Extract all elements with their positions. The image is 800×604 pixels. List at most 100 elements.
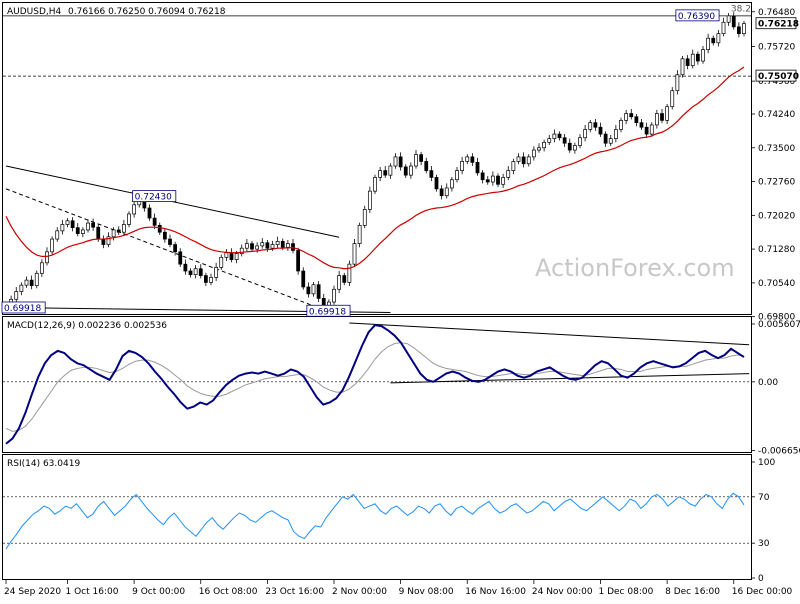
candle-body (608, 138, 613, 144)
candle-body (721, 21, 726, 35)
candle-body (311, 284, 316, 295)
candle-body (24, 279, 29, 286)
candle-body (86, 222, 90, 231)
price-tick-label: 0.72760 (758, 178, 795, 188)
candle-body (695, 53, 700, 62)
price-tick-label: 0.74240 (758, 110, 795, 120)
candle-body (224, 252, 229, 258)
candle-body (80, 229, 85, 234)
candle-body (603, 133, 608, 144)
candle-body (429, 170, 434, 178)
price-tick-label: 0.76480 (758, 8, 795, 18)
candle-body (367, 190, 372, 210)
macd-title: MACD(12,26,9) 0.002236 0.002536 (7, 321, 167, 331)
candle-body (496, 175, 500, 185)
candle-body (270, 244, 275, 249)
candle-body (578, 137, 582, 146)
price-axis: 0.76480 0.75720 0.74960 0.74240 0.73500 0.727… (751, 8, 799, 323)
candle-body (96, 226, 101, 240)
rsi-tick-label: 30 (758, 539, 770, 549)
rsi-axis: 100 70 30 0 (751, 458, 775, 584)
candle-body (19, 284, 24, 292)
candle-body (567, 142, 572, 151)
price-tick-label: 0.74960 (758, 77, 795, 87)
time-tick-label: 8 Dec 16:00 (665, 587, 720, 597)
candle-body (388, 165, 393, 176)
candle-body (378, 170, 383, 178)
candle-body (285, 243, 290, 248)
candle-body (736, 26, 741, 35)
candle-body (244, 243, 249, 249)
annotation-box (132, 190, 177, 203)
annotation-label: 0.69918 (309, 307, 346, 317)
candle-body (45, 251, 49, 264)
annotation-label: 38.2 (731, 5, 751, 15)
candle-body (644, 126, 649, 135)
candle-body (173, 244, 178, 253)
annotation-label: 0.69918 (4, 304, 41, 314)
candle-body (301, 270, 306, 288)
price-panel-frame (2, 2, 752, 315)
rsi-line (5, 492, 745, 550)
candle-body (193, 268, 198, 276)
candle-body (660, 113, 664, 121)
candle-body (629, 113, 634, 118)
candle-body (393, 156, 398, 167)
price-tick-label: 0.70540 (758, 279, 795, 289)
candle-body (542, 141, 547, 149)
candle-body (91, 222, 96, 228)
annotation-label: 0.76390 (678, 12, 715, 22)
candle-body (332, 288, 336, 303)
price-tick-label: 0.75720 (758, 42, 795, 52)
price-tick-label: 0.69800 (758, 313, 795, 323)
annotation-box (675, 9, 720, 22)
candle-body (537, 147, 541, 151)
candle-body (619, 120, 623, 130)
candle-body (711, 37, 716, 44)
candle-body (234, 253, 239, 260)
time-tick-label: 23 Oct 16:00 (265, 587, 324, 597)
candle-body (116, 229, 121, 233)
moving-average-line (5, 66, 745, 270)
price-ohlc-label: 0.76166 0.76250 0.76094 0.76218 (68, 7, 226, 17)
candle-body (598, 126, 603, 135)
candle-body (373, 177, 377, 192)
time-tick-label: 16 Nov 16:00 (465, 587, 526, 597)
candle-body (60, 224, 65, 232)
candle-body (106, 236, 111, 245)
time-tick-label: 16 Dec 00:00 (732, 587, 793, 597)
rsi-title: RSI(14) 63.0419 (7, 459, 80, 469)
candle-body (296, 250, 301, 272)
candle-body (229, 252, 234, 260)
price-tag-label: 0.75070 (758, 72, 799, 82)
candle-body (521, 156, 526, 165)
price-tick-label: 0.73500 (758, 144, 795, 154)
annotation-box (306, 304, 351, 317)
candle-body (162, 231, 167, 240)
candle-body (455, 170, 459, 181)
price-candles (4, 12, 746, 312)
candle-body (639, 122, 644, 128)
candle-body (55, 230, 60, 240)
candle-body (65, 220, 70, 225)
macd-signal-line (5, 342, 745, 432)
macd-panel-frame (2, 316, 752, 453)
time-axis: 24 Sep 2020 1 Oct 16:00 9 Oct 00:00 16 Oct … (4, 580, 793, 597)
candle-body (265, 242, 270, 249)
candle-body (557, 133, 562, 139)
candle-body (419, 154, 424, 162)
candle-body (731, 15, 736, 28)
candle-body (716, 33, 721, 44)
candle-body (101, 238, 106, 245)
candle-body (152, 217, 157, 226)
candle-body (593, 122, 598, 128)
candle-body (408, 165, 413, 176)
candle-body (183, 263, 188, 272)
candle-body (690, 53, 695, 66)
candle-body (219, 256, 224, 268)
candle-body (291, 243, 295, 251)
candle-body (583, 129, 588, 139)
rsi-levels (3, 496, 751, 544)
time-tick-label: 16 Oct 08:00 (199, 587, 258, 597)
